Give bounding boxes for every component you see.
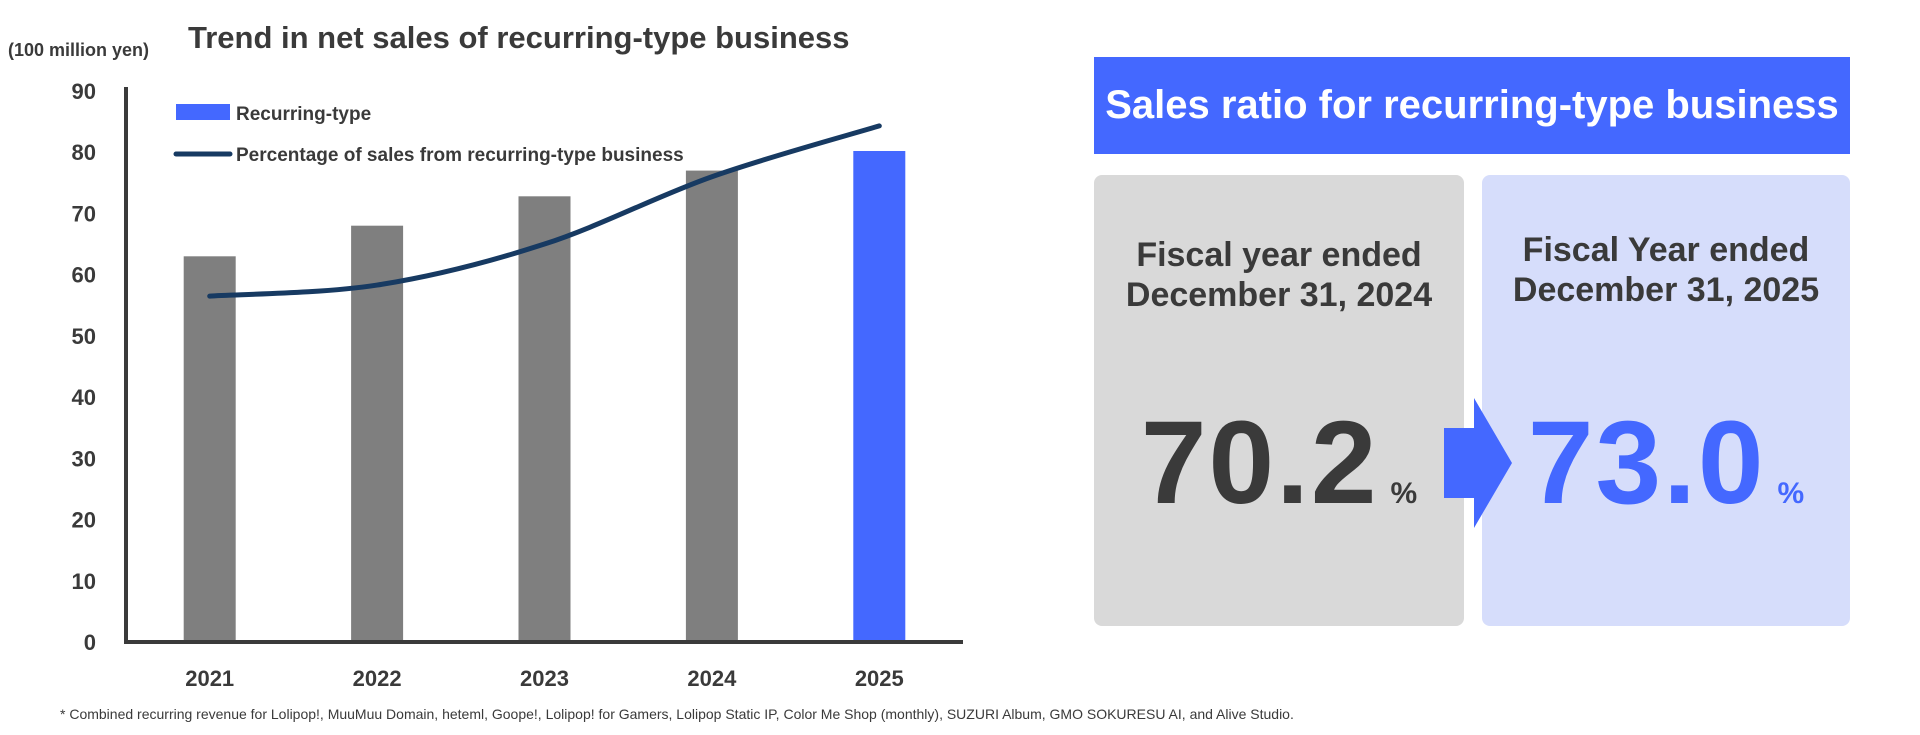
chart-title: Trend in net sales of recurring-type bus… [188, 20, 850, 55]
panel-fy2025-label: Fiscal Year ended December 31, 2025 [1482, 230, 1850, 310]
percent-sign-2025: % [1777, 477, 1805, 510]
arrow-right-icon [1444, 398, 1512, 528]
panel-fy2024-label-line2: December 31, 2024 [1125, 276, 1433, 314]
percent-sign-2024: % [1390, 477, 1418, 510]
y-tick-label: 10 [72, 569, 96, 594]
x-tick-label: 2021 [185, 666, 234, 691]
bar-2025 [853, 150, 906, 642]
y-tick-label: 90 [72, 79, 96, 104]
y-tick-label: 30 [72, 446, 96, 471]
y-tick-label: 70 [72, 201, 96, 226]
y-tick-label: 20 [72, 508, 96, 533]
panel-fy2025-label-line2: December 31, 2025 [1512, 271, 1820, 309]
x-tick-label: 2025 [855, 666, 904, 691]
footnote: * Combined recurring revenue for Lolipop… [60, 706, 1294, 722]
bar-2022 [351, 225, 404, 642]
y-tick-label: 40 [72, 385, 96, 410]
panel-fy2024-value-wrap: 70.2% [1094, 395, 1464, 531]
chart-unit-label: (100 million yen) [8, 40, 150, 60]
x-tick-label: 2024 [687, 666, 737, 691]
bar-2021 [183, 256, 236, 642]
legend-label-line: Percentage of sales from recurring-type … [236, 145, 684, 166]
ratio-value-2025: 73.0 [1527, 397, 1766, 529]
bar-line-chart: 0 10 20 30 40 50 60 70 80 90 2021 2022 2023 2024 2025 R… [72, 79, 963, 691]
legend-label-bar: Recurring-type [236, 104, 371, 125]
panel-fy2025-value-wrap: 73.0% [1482, 395, 1850, 531]
x-tick-label: 2023 [520, 666, 569, 691]
y-tick-label: 80 [72, 140, 96, 165]
y-tick-label: 0 [84, 630, 96, 655]
ratio-header: Sales ratio for recurring-type business [1094, 57, 1850, 154]
y-tick-label: 50 [72, 324, 96, 349]
panel-fy2024-label-line1: Fiscal year ended [1136, 236, 1422, 274]
y-tick-label: 60 [72, 263, 96, 288]
panel-fy2025: Fiscal Year ended December 31, 2025 73.0… [1482, 175, 1850, 626]
panel-fy2024: Fiscal year ended December 31, 2024 70.2… [1094, 175, 1464, 626]
panel-fy2025-label-line1: Fiscal Year ended [1522, 231, 1810, 269]
x-tick-label: 2022 [353, 666, 402, 691]
series-line-recurring-ratio [207, 123, 882, 299]
panel-fy2024-label: Fiscal year ended December 31, 2024 [1094, 235, 1464, 315]
bar-2024 [685, 170, 738, 643]
legend-swatch-bar [176, 104, 230, 120]
bar-2023 [518, 196, 571, 642]
ratio-value-2024: 70.2 [1140, 397, 1379, 529]
